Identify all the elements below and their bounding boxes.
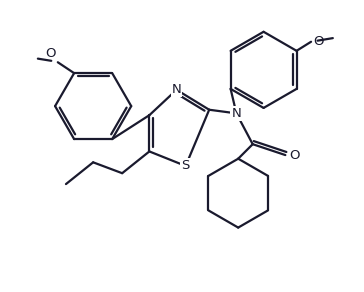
Text: O: O bbox=[313, 35, 323, 48]
Text: S: S bbox=[181, 159, 190, 173]
Text: N: N bbox=[172, 83, 181, 96]
Text: N: N bbox=[232, 107, 241, 120]
Text: O: O bbox=[46, 47, 56, 60]
Text: O: O bbox=[290, 149, 300, 161]
